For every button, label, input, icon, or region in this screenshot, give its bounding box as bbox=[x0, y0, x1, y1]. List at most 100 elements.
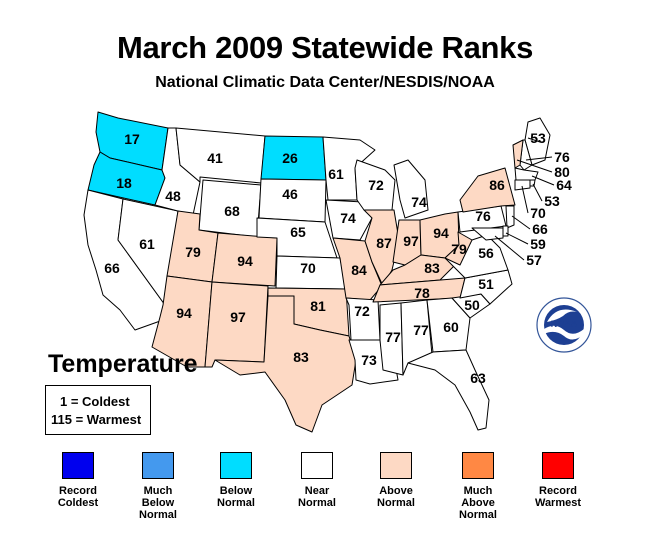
callout-line-maryland bbox=[494, 235, 525, 261]
rank-label-rhode-island: 53 bbox=[544, 193, 560, 209]
rank-label-nebraska: 65 bbox=[290, 224, 306, 240]
legend-label: Much Below Normal bbox=[139, 485, 177, 521]
legend: Record Coldest Much Below Normal Below Nor… bbox=[0, 452, 650, 532]
rank-label-idaho: 48 bbox=[165, 188, 181, 204]
parameter-title: Temperature bbox=[48, 350, 198, 378]
rank-label-arkansas: 72 bbox=[354, 303, 370, 319]
svg-text:NOAA: NOAA bbox=[551, 319, 578, 329]
state-massachusetts bbox=[514, 167, 539, 181]
legend-label: Above Normal bbox=[377, 485, 415, 509]
state-mississippi bbox=[379, 302, 404, 376]
state-rhode-island bbox=[529, 179, 536, 187]
rank-label-new-york: 86 bbox=[489, 177, 505, 193]
rank-label-nevada: 61 bbox=[139, 236, 155, 252]
rank-label-wisconsin: 72 bbox=[368, 177, 384, 193]
state-connecticut bbox=[514, 179, 531, 191]
state-texas bbox=[214, 295, 357, 433]
state-iowa bbox=[325, 199, 373, 241]
callout-line-delaware bbox=[505, 232, 529, 245]
rank-label-north-carolina: 51 bbox=[478, 276, 494, 292]
map-subtitle: National Climatic Data Center/NESDIS/NOA… bbox=[155, 74, 495, 91]
rank-label-iowa: 74 bbox=[340, 210, 356, 226]
rank-label-north-dakota: 26 bbox=[282, 150, 298, 166]
legend-swatch bbox=[462, 452, 494, 479]
rank-label-mississippi: 77 bbox=[385, 329, 401, 345]
rank-label-alabama: 77 bbox=[413, 322, 429, 338]
state-michigan bbox=[393, 159, 429, 219]
rank-label-kentucky: 83 bbox=[424, 260, 440, 276]
map-title: March 2009 Statewide Ranks bbox=[116, 30, 534, 65]
rank-label-south-dakota: 46 bbox=[282, 186, 298, 202]
legend-swatch bbox=[380, 452, 412, 479]
rank-label-minnesota: 61 bbox=[328, 166, 344, 182]
rank-label-tennessee: 78 bbox=[414, 285, 430, 301]
rank-key-box: 1 = Coldest 115 = Warmest bbox=[45, 385, 151, 435]
rank-label-delaware: 59 bbox=[530, 236, 546, 252]
rank-label-oregon: 18 bbox=[116, 175, 132, 191]
callout-line-connecticut bbox=[521, 185, 529, 214]
rank-label-florida: 63 bbox=[470, 370, 486, 386]
rank-label-ohio: 94 bbox=[433, 225, 449, 241]
legend-label: Much Above Normal bbox=[459, 485, 497, 521]
legend-item: Record Coldest bbox=[38, 452, 118, 509]
callout-line-rhode-island bbox=[532, 183, 543, 202]
rank-label-kansas: 70 bbox=[300, 260, 316, 276]
legend-swatch bbox=[542, 452, 574, 479]
noaa-logo-icon: NOAA bbox=[536, 297, 592, 353]
callout-line-new-hampshire bbox=[525, 156, 553, 161]
rank-label-indiana: 97 bbox=[403, 233, 419, 249]
callout-line-vermont bbox=[516, 159, 553, 173]
rank-label-west-virginia: 79 bbox=[451, 241, 467, 257]
rank-label-louisiana: 73 bbox=[361, 352, 377, 368]
legend-item: Near Normal bbox=[277, 452, 357, 509]
state-maryland bbox=[471, 227, 504, 241]
legend-label: Near Normal bbox=[298, 485, 336, 509]
key-coldest: 1 = Coldest bbox=[60, 394, 130, 409]
rank-label-new-jersey: 66 bbox=[532, 221, 548, 237]
rank-label-pennsylvania: 76 bbox=[475, 208, 491, 224]
legend-label: Below Normal bbox=[217, 485, 255, 509]
rank-label-montana: 41 bbox=[207, 150, 223, 166]
rank-label-massachusetts: 64 bbox=[556, 177, 572, 193]
legend-label: Record Warmest bbox=[534, 485, 582, 509]
legend-item: Record Warmest bbox=[518, 452, 598, 509]
state-new-york bbox=[459, 167, 516, 213]
legend-swatch bbox=[220, 452, 252, 479]
rank-label-colorado: 94 bbox=[237, 253, 253, 269]
rank-label-california: 66 bbox=[104, 260, 120, 276]
legend-item: Much Above Normal bbox=[438, 452, 518, 521]
rank-label-virginia: 56 bbox=[478, 245, 494, 261]
rank-label-wyoming: 68 bbox=[224, 203, 240, 219]
rank-label-arizona: 94 bbox=[176, 305, 192, 321]
state-delaware bbox=[502, 225, 509, 237]
callout-line-new-jersey bbox=[511, 215, 531, 230]
rank-label-georgia: 60 bbox=[443, 319, 459, 335]
rank-label-michigan: 74 bbox=[411, 194, 427, 210]
legend-item: Above Normal bbox=[356, 452, 436, 509]
legend-swatch bbox=[62, 452, 94, 479]
rank-label-maine: 53 bbox=[530, 130, 546, 146]
state-west-virginia bbox=[444, 231, 473, 266]
rank-label-texas: 83 bbox=[293, 349, 309, 365]
rank-label-maryland: 57 bbox=[526, 252, 542, 268]
callout-line-maine bbox=[527, 137, 541, 143]
rank-label-illinois: 87 bbox=[376, 235, 392, 251]
rank-label-washington: 17 bbox=[124, 131, 140, 147]
rank-label-oklahoma: 81 bbox=[310, 298, 326, 314]
state-florida bbox=[407, 349, 490, 431]
legend-swatch bbox=[142, 452, 174, 479]
legend-swatch bbox=[301, 452, 333, 479]
rank-label-new-mexico: 97 bbox=[230, 309, 246, 325]
rank-label-new-hampshire: 76 bbox=[554, 149, 570, 165]
state-georgia bbox=[426, 297, 471, 353]
rank-label-south-carolina: 50 bbox=[464, 297, 480, 313]
legend-item: Much Below Normal bbox=[118, 452, 198, 521]
rank-label-utah: 79 bbox=[185, 244, 201, 260]
state-vermont bbox=[512, 139, 524, 169]
state-new-jersey bbox=[505, 205, 515, 229]
callout-line-massachusetts bbox=[531, 175, 555, 186]
legend-label: Record Coldest bbox=[57, 485, 99, 509]
rank-label-missouri: 84 bbox=[351, 262, 367, 278]
legend-item: Below Normal bbox=[196, 452, 276, 509]
